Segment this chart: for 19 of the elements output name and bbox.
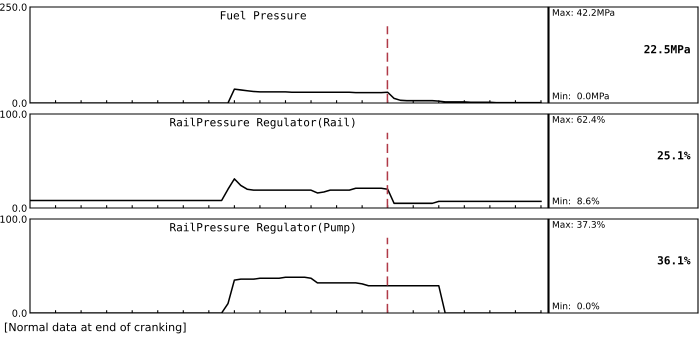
y-tick-label: 100.0 bbox=[0, 110, 27, 118]
y-tick-label: 0.0 bbox=[12, 309, 27, 317]
text: Max: 37.3% bbox=[552, 221, 605, 228]
text: Max: 62.4% bbox=[552, 116, 605, 123]
y-tick-label: 0.0 bbox=[12, 204, 27, 212]
text: 25.1% bbox=[658, 151, 690, 160]
text: Min: 8.6% bbox=[552, 197, 600, 204]
text: Max: 42.2MPa bbox=[552, 9, 614, 16]
text: [Normal data at end of cranking] bbox=[4, 322, 186, 334]
y-tick-label: 0.0 bbox=[12, 99, 27, 107]
y-tick-label: 100.0 bbox=[0, 215, 27, 223]
chart-title: Fuel Pressure bbox=[220, 10, 306, 20]
text: Min: 0.0% bbox=[552, 302, 600, 310]
y-tick-label: 250.0 bbox=[0, 3, 27, 11]
text: Min: 0.0MPa bbox=[552, 92, 609, 100]
text: 36.1% bbox=[658, 256, 690, 265]
text: 22.5MPa bbox=[644, 45, 690, 54]
chart-title: RailPressure Regulator(Rail) bbox=[170, 118, 354, 129]
chart-title: RailPressure Regulator(Pump) bbox=[170, 222, 354, 234]
